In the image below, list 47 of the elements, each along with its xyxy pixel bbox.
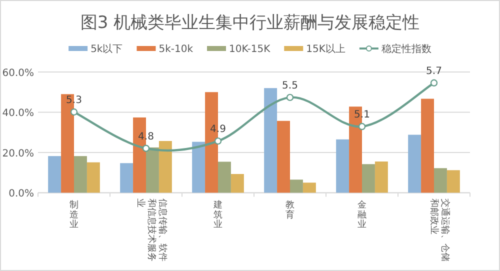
x-tick-label: 信息传输、软件和信息技术服务业: [135, 198, 168, 262]
bar: [146, 147, 159, 193]
data-label: 4.8: [138, 131, 154, 142]
bar: [421, 98, 434, 193]
legend-label: 15K以上: [306, 43, 346, 55]
legend-label: 稳定性指数: [381, 43, 432, 55]
point: [430, 79, 438, 87]
y-tick-label: 0.0%: [8, 188, 34, 200]
bar: [48, 156, 62, 193]
bar: [336, 139, 350, 193]
x-tick-label: 金融业: [358, 200, 366, 230]
x-tick-label: 教育: [286, 200, 294, 220]
bar: [74, 156, 87, 193]
x-tick-label: 交通运输、仓储和邮政业: [428, 198, 450, 262]
bar: [362, 164, 375, 193]
data-label: 5.3: [66, 94, 82, 106]
legend-label: 5k以下: [90, 43, 123, 55]
bar: [230, 174, 244, 193]
data-label: 4.9: [210, 124, 226, 136]
bar: [408, 134, 422, 193]
bar: [290, 180, 303, 193]
y-tick-label: 60.0%: [2, 68, 34, 79]
y-tick-label: 20.0%: [2, 148, 34, 160]
legend-label: 5k-10k: [158, 44, 194, 55]
legend-label: 10K-15K: [229, 44, 271, 55]
bar: [158, 141, 172, 193]
y-tick-label: 40.0%: [2, 108, 34, 120]
bar: [218, 162, 231, 193]
point: [70, 108, 78, 116]
data-label: 5.7: [426, 66, 442, 77]
point: [358, 122, 366, 130]
bar: [192, 142, 206, 193]
bar: [277, 120, 290, 193]
bar: [446, 170, 460, 193]
x-tick-label: 建筑业: [212, 200, 222, 230]
x-tick-label: 制造业: [70, 200, 78, 230]
data-label: 5.5: [282, 80, 298, 92]
point: [214, 137, 222, 145]
point: [142, 144, 150, 152]
bar: [374, 162, 388, 193]
bar: [86, 162, 100, 193]
bar: [302, 182, 316, 193]
bar: [264, 88, 278, 193]
bar: [120, 163, 134, 193]
bar: [434, 168, 447, 193]
chart-title: 图3 机械类毕业生集中行业薪酬与发展稳定性: [80, 13, 420, 33]
point: [286, 94, 294, 102]
